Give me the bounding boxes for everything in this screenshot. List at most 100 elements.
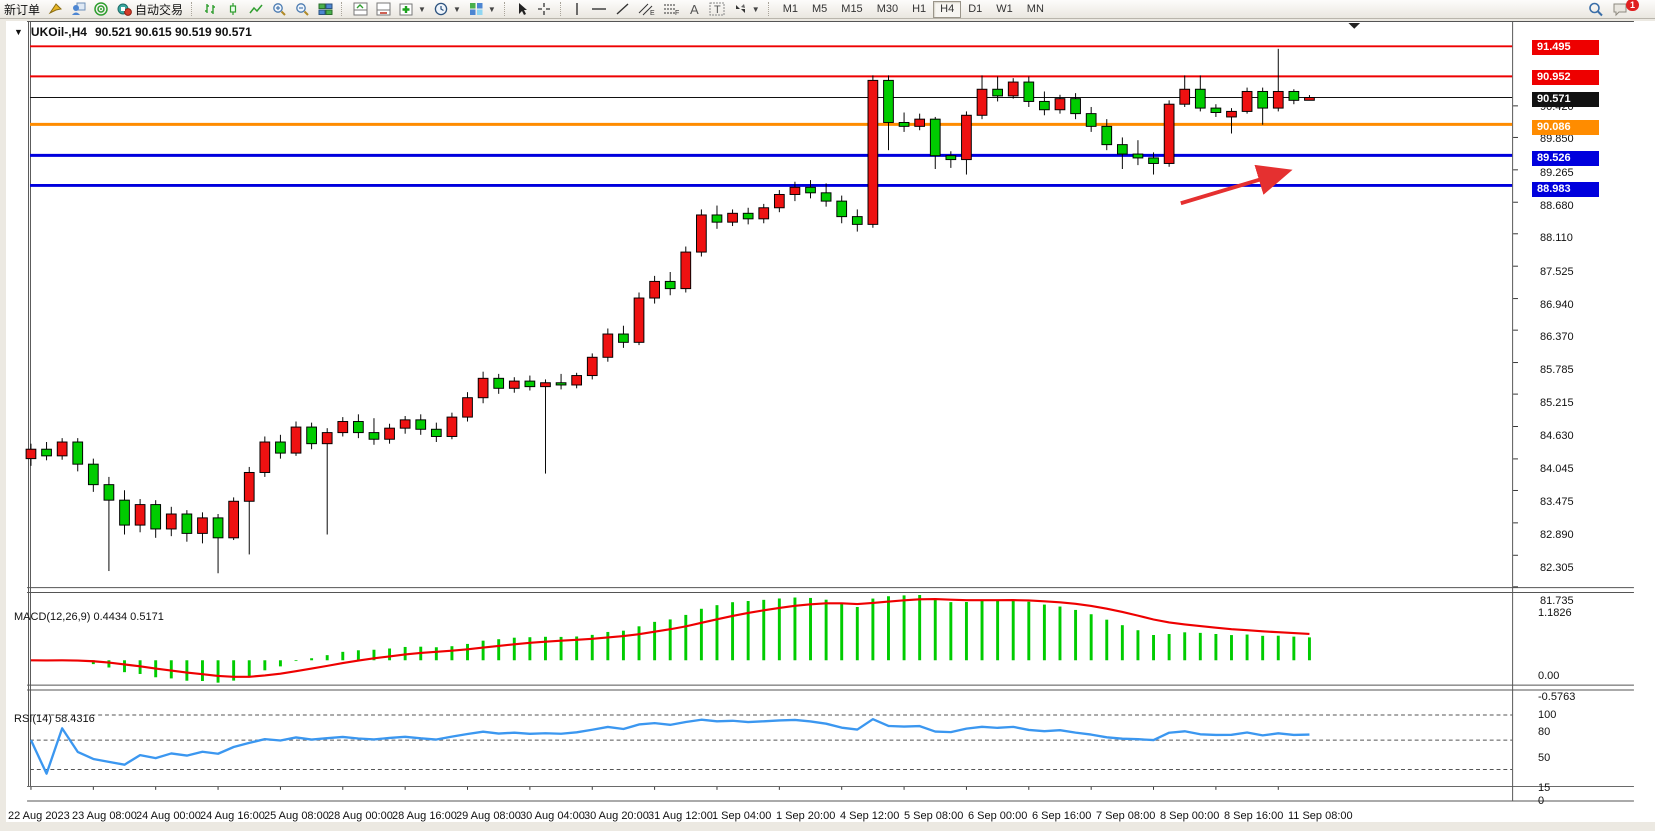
- candle-body: [773, 193, 785, 209]
- candle-body: [898, 121, 910, 127]
- trendline-tool-button[interactable]: [611, 1, 634, 17]
- candle-body: [961, 114, 972, 161]
- toolbar: 新订单 自动交易: [0, 0, 1655, 19]
- new-indicator-window-button[interactable]: [349, 1, 372, 17]
- autotrading-button[interactable]: 自动交易: [113, 1, 187, 17]
- symbol-dropdown-icon[interactable]: ▼: [14, 27, 23, 37]
- line-chart-icon: [249, 2, 264, 16]
- toolbar-separator: [191, 2, 195, 16]
- notifications-button[interactable]: 1: [1608, 0, 1649, 17]
- candle-body: [1194, 88, 1206, 109]
- tile-windows-icon: [318, 2, 333, 16]
- crosshair-icon: [537, 2, 552, 16]
- timeframe-h4[interactable]: H4: [933, 0, 962, 18]
- chart-window[interactable]: ▼ UKOil-,H4 90.521 90.615 90.519 90.571 …: [6, 21, 1655, 822]
- candle-body: [618, 333, 629, 343]
- candle-body: [992, 88, 1003, 97]
- candle-body: [446, 416, 458, 437]
- timeframe-m5[interactable]: M5: [812, 2, 828, 15]
- candle-body: [150, 504, 162, 530]
- alert-icon: [48, 2, 63, 16]
- zoom-out-button[interactable]: [291, 1, 314, 17]
- toolbar-right-group: 1: [1584, 0, 1649, 17]
- candle-body: [758, 207, 770, 220]
- indicator-window-icon: [353, 2, 368, 16]
- indicator-window-remove-button[interactable]: [372, 1, 395, 17]
- indicator-window-minus-icon: [376, 2, 391, 16]
- candle-body: [87, 463, 99, 486]
- timeframe-h1[interactable]: H1: [912, 2, 927, 15]
- timeframe-m15[interactable]: M15: [841, 2, 863, 15]
- channel-tool-button[interactable]: E: [634, 1, 659, 17]
- candle-body: [1304, 97, 1315, 101]
- cursor-tool-button[interactable]: [512, 1, 533, 17]
- arrows-tool-button[interactable]: ▼: [729, 1, 764, 17]
- line-chart-mode-button[interactable]: [245, 1, 268, 17]
- timeframe-w1[interactable]: W1: [996, 2, 1013, 15]
- candle-body: [384, 427, 395, 440]
- candle-body: [914, 118, 926, 127]
- crosshair-tool-button[interactable]: [533, 1, 556, 17]
- timeframe-m1[interactable]: M1: [782, 2, 798, 15]
- candle-body: [72, 441, 84, 465]
- timeframe-mn[interactable]: MN: [1026, 2, 1044, 15]
- trendline-icon: [615, 2, 630, 16]
- text-label-tool-button[interactable]: T: [705, 1, 729, 17]
- candle-body: [41, 448, 52, 457]
- zoom-in-button[interactable]: [268, 1, 291, 17]
- autotrading-icon: [117, 2, 132, 16]
- chart-caption: ▼ UKOil-,H4 90.521 90.615 90.519 90.571: [14, 25, 252, 39]
- candle-body: [680, 251, 692, 290]
- fibonacci-tool-button[interactable]: F: [659, 1, 684, 17]
- price-alert-button[interactable]: [44, 1, 67, 17]
- candle-body: [867, 79, 879, 225]
- candle-body: [1007, 81, 1019, 97]
- candle-body: [1070, 98, 1081, 115]
- candle-body: [321, 432, 333, 445]
- candle-body: [836, 200, 848, 218]
- candle-body: [25, 448, 37, 460]
- candle-body: [353, 421, 364, 434]
- template-button[interactable]: ▼: [465, 1, 500, 17]
- candlestick-mode-button[interactable]: [222, 1, 245, 17]
- candle-body: [103, 484, 115, 501]
- zoom-in-icon: [272, 2, 287, 16]
- fibonacci-icon: F: [663, 2, 680, 16]
- chart-canvas[interactable]: [6, 21, 1655, 822]
- vertical-line-tool-button[interactable]: [568, 1, 587, 17]
- tile-windows-button[interactable]: [314, 1, 337, 17]
- toolbar-separator: [559, 2, 564, 16]
- candle-body: [228, 500, 240, 539]
- timeframe-d1[interactable]: D1: [968, 2, 983, 15]
- clock-icon: [434, 2, 449, 16]
- dropdown-caret-icon: ▼: [751, 4, 760, 14]
- candle-body: [851, 216, 863, 225]
- candle-body: [976, 88, 988, 116]
- profile-button[interactable]: [67, 1, 90, 17]
- signals-button[interactable]: [90, 1, 113, 17]
- timeframe-bar: M1 M5 M15 M30 H1 H4 D1 W1 MN: [776, 0, 1051, 18]
- horizontal-line-tool-button[interactable]: [587, 1, 611, 17]
- new-order-button[interactable]: 新订单: [0, 1, 44, 17]
- bar-chart-icon: [203, 2, 218, 16]
- candle-body: [742, 212, 754, 220]
- text-tool-button[interactable]: A: [684, 1, 705, 17]
- candle-body: [727, 212, 738, 223]
- candle-body: [540, 382, 551, 388]
- timeframe-m30[interactable]: M30: [876, 2, 899, 15]
- candle-body: [1226, 110, 1237, 118]
- period-button[interactable]: ▼: [430, 1, 465, 17]
- chart-background: [27, 21, 1634, 802]
- annotation-arrow: [1180, 164, 1293, 206]
- candle-body: [633, 297, 645, 343]
- toolbar-separator: [341, 2, 345, 16]
- candle-body: [197, 517, 208, 534]
- bar-chart-mode-button[interactable]: [199, 1, 222, 17]
- candle-body: [586, 356, 598, 377]
- candle-body: [134, 504, 146, 526]
- candle-body: [1132, 153, 1144, 159]
- search-button[interactable]: [1584, 1, 1608, 17]
- candle-body: [805, 186, 816, 194]
- add-indicator-button[interactable]: ▼: [395, 1, 430, 17]
